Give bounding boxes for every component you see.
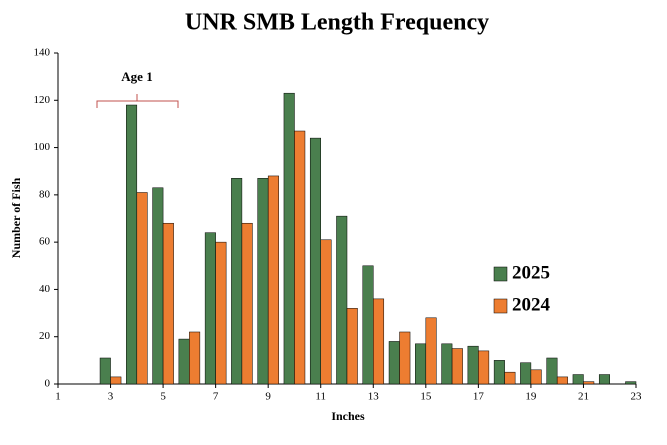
bar (399, 331, 411, 385)
y-tick-label: 40 (39, 283, 51, 295)
bar (162, 222, 174, 385)
x-tick-label: 23 (631, 391, 643, 403)
bar (136, 192, 148, 385)
annotation: Age 1 (121, 69, 152, 84)
legend-swatch (493, 298, 508, 314)
bar (425, 317, 437, 385)
bar (493, 360, 505, 385)
bar (99, 357, 111, 385)
x-tick-label: 13 (368, 391, 380, 403)
y-axis-label: Number of Fish (9, 177, 23, 258)
bar (373, 298, 385, 385)
bar (320, 239, 332, 385)
legend-label: 2025 (512, 262, 550, 283)
bar (415, 343, 427, 385)
bar (178, 338, 190, 385)
bar (625, 381, 637, 385)
x-tick-label: 5 (160, 391, 166, 403)
y-tick-label: 140 (34, 47, 51, 59)
bar (215, 241, 227, 385)
x-tick-label: 7 (213, 391, 219, 403)
legend-swatch (493, 266, 508, 282)
bar (530, 369, 542, 385)
x-tick-label: 9 (265, 391, 271, 403)
bar (257, 178, 269, 385)
x-tick-label: 19 (525, 391, 537, 403)
y-tick-label: 80 (39, 188, 51, 200)
bar (283, 92, 295, 385)
bar (189, 331, 201, 385)
bar (598, 374, 610, 385)
bar (388, 341, 400, 385)
bar (267, 175, 279, 385)
bar (546, 357, 558, 385)
x-tick-label: 17 (473, 391, 485, 403)
y-tick-label: 60 (39, 236, 51, 248)
age-bracket (96, 94, 179, 108)
bar (583, 381, 595, 385)
bar (556, 376, 568, 385)
bar (504, 371, 516, 385)
x-tick-label: 1 (55, 391, 61, 403)
bar (336, 215, 348, 385)
bar (152, 187, 164, 385)
x-tick-label: 15 (420, 391, 432, 403)
bar (346, 308, 358, 385)
bar (204, 232, 216, 385)
bar (478, 350, 490, 385)
bar (441, 343, 453, 385)
bar (309, 137, 321, 385)
y-tick-label: 0 (45, 378, 51, 390)
bar (110, 376, 122, 385)
bar (126, 104, 138, 385)
bar (231, 178, 243, 385)
chart-title: UNR SMB Length Frequency (185, 10, 489, 36)
x-tick-label: 21 (578, 391, 589, 403)
y-tick-label: 120 (34, 94, 51, 106)
bar (520, 362, 532, 385)
bar (467, 345, 479, 385)
bar (362, 265, 374, 385)
y-tick-label: 100 (34, 141, 51, 153)
legend-label: 2024 (512, 294, 551, 315)
x-tick-label: 3 (108, 391, 114, 403)
y-tick-label: 20 (39, 330, 51, 342)
x-axis-label: Inches (331, 409, 365, 423)
bar (294, 130, 306, 385)
bar (241, 222, 253, 385)
bar (451, 348, 463, 385)
bar (572, 374, 584, 385)
x-tick-label: 11 (315, 391, 326, 403)
